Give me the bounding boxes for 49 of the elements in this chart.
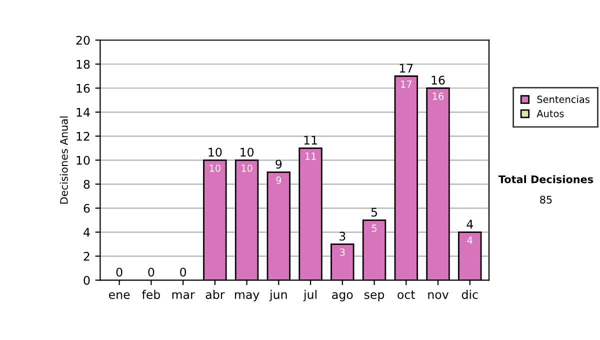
- x-tick-label: jul: [303, 290, 316, 302]
- legend-label: Autos: [536, 110, 564, 118]
- total-label: 0: [148, 268, 154, 277]
- text: 85: [540, 196, 552, 204]
- y-tick-label: 14: [76, 108, 90, 117]
- x-tick-label: nov: [428, 292, 449, 300]
- y-tick-label: 18: [76, 60, 90, 69]
- y-tick-label: 20: [76, 36, 90, 45]
- data-label: 10: [242, 164, 252, 172]
- x-tick-label: dic: [462, 290, 478, 300]
- data-label: 3: [340, 248, 345, 256]
- total-label: 5: [371, 208, 377, 217]
- text: Total Decisiones: [498, 175, 594, 184]
- y-axis-title: Decisiones Anual: [60, 116, 68, 204]
- data-label: 4: [467, 236, 472, 244]
- total-label: 17: [400, 64, 413, 72]
- x-tick-label: sep: [364, 292, 384, 302]
- data-label: 11: [305, 152, 316, 160]
- data-label: 10: [210, 164, 220, 172]
- x-tick-label: abr: [206, 290, 225, 300]
- x-tick-label: oct: [398, 290, 416, 300]
- total-label: 10: [208, 148, 222, 157]
- data-label: 16: [432, 92, 444, 100]
- data-label: 9: [276, 176, 282, 184]
- y-tick-label: 12: [76, 132, 90, 141]
- total-label: 3: [340, 232, 346, 241]
- total-label: 0: [116, 268, 122, 277]
- x-tick-label: mar: [172, 292, 195, 300]
- legend-label: Sentencias: [537, 95, 590, 104]
- y-tick-label: 2: [84, 252, 90, 261]
- y-tick-label: 10: [76, 156, 90, 165]
- y-tick-label: 4: [84, 228, 90, 237]
- y-tick-label: 16: [76, 84, 90, 93]
- x-tick-label: may: [235, 292, 260, 302]
- total-label: 0: [180, 268, 186, 277]
- y-tick-label: 0: [84, 276, 90, 285]
- total-label: 11: [304, 136, 317, 144]
- total-label: 9: [276, 160, 282, 169]
- total-label: 4: [466, 220, 473, 228]
- x-tick-label: ago: [332, 292, 353, 302]
- x-tick-label: ene: [108, 292, 130, 300]
- data-label: 17: [401, 80, 412, 88]
- total-label: 10: [240, 148, 254, 157]
- x-tick-label: jun: [269, 290, 287, 302]
- y-tick-label: 8: [84, 180, 90, 189]
- data-label: 5: [372, 224, 377, 232]
- total-label: 16: [432, 76, 445, 85]
- y-tick-label: 6: [84, 204, 90, 213]
- x-tick-label: feb: [142, 290, 160, 300]
